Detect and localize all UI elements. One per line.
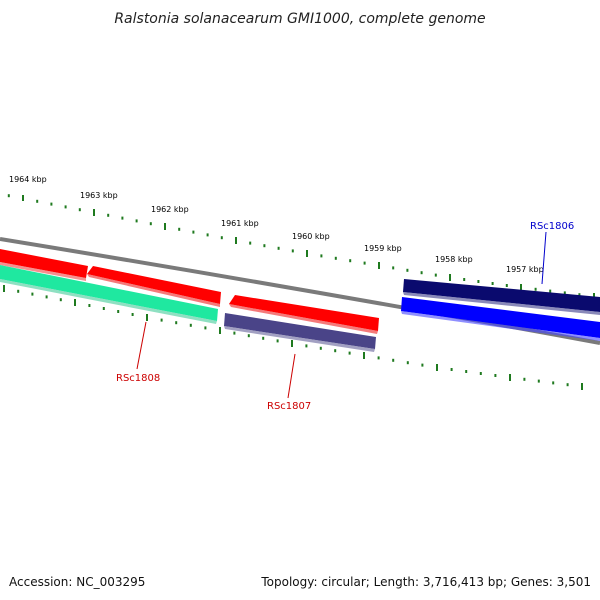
tick-label-1957: 1957 kbp [506,265,544,274]
genome-summary-text: Topology: circular; Length: 3,716,413 bp… [260,575,591,589]
cds-feature-rsc1806-dark [403,279,600,312]
cds-feature-blue-shadow [401,311,600,341]
cds-feature-blue [401,297,600,338]
cds-feature-rsc1808-upstream-shadow [0,262,86,281]
forward-strand-features [0,249,600,334]
tick-label-1960: 1960 kbp [292,232,330,241]
accession-text: Accession: NC_003295 [9,575,145,589]
cds-feature-red-arrow-2-shadow [229,304,378,334]
cds-feature-red-arrow-shadow [87,274,220,307]
cds-feature-rsc1808 [0,265,218,321]
tick-label-1964: 1964 kbp [9,175,47,184]
tick-label-1959: 1959 kbp [364,244,402,253]
cds-feature-rsc1808-shadow [0,279,217,324]
tick-label-1963: 1963 kbp [80,191,118,200]
gene-label-rsc1806: RSc1806 [530,221,574,232]
inner-minor-ticks [17,289,569,387]
gene-labels: RSc1806 RSc1808 RSc1807 [116,221,574,412]
label-leader-rsc1808 [136,321,147,370]
reverse-strand-features [0,265,600,352]
cds-feature-red-arrow [87,266,221,304]
tick-label-1958: 1958 kbp [435,255,473,264]
inner-tick-ring [3,285,583,390]
outer-minor-ticks [7,194,581,297]
cds-feature-rsc1808-upstream [0,249,88,278]
outer-tick-ring: 1964 kbp 1963 kbp 1962 kbp 1961 kbp 1960… [7,175,595,300]
cds-feature-rsc1807 [224,313,376,349]
gene-label-rsc1808: RSc1808 [116,373,160,384]
gene-label-rsc1807: RSc1807 [267,401,311,412]
cds-feature-red-arrow-2 [229,295,379,331]
label-leader-rsc1807 [287,353,296,399]
label-leader-rsc1806 [541,231,547,285]
cds-feature-rsc1807-shadow [224,326,375,352]
cds-feature-rsc1806-dark-shadow [403,292,600,315]
map-title: Ralstonia solanacearum GMI1000, complete… [114,11,485,27]
tick-label-1961: 1961 kbp [221,219,259,228]
tick-label-1962: 1962 kbp [151,205,189,214]
